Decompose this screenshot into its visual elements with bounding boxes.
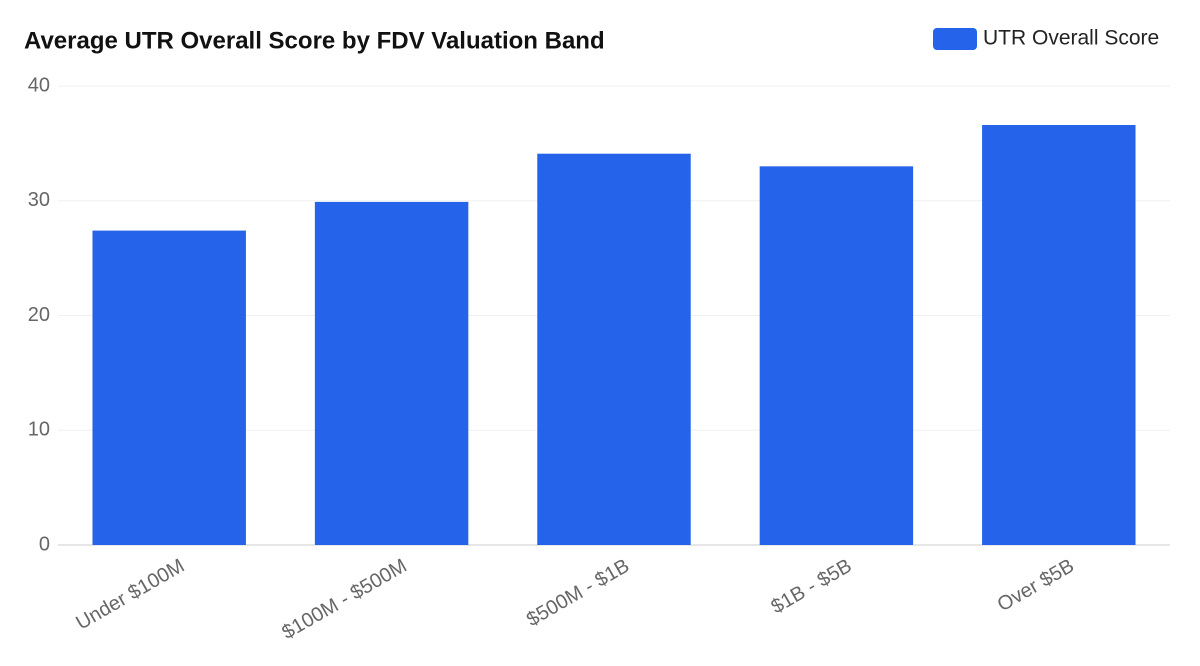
bar [314,201,469,545]
x-tick-label: $500M - $1B [523,555,633,631]
y-tick-label: 40 [28,74,50,96]
bar [982,125,1136,545]
x-tick-label: $100M - $500M [278,555,410,644]
chart-title: Average UTR Overall Score by FDV Valuati… [24,27,605,54]
y-tick-label: 0 [39,533,50,555]
bar [537,153,691,545]
legend-label: UTR Overall Score [983,27,1159,50]
y-tick-label: 30 [28,189,50,211]
x-tick-label: Under $100M [72,555,188,635]
bar [759,166,914,545]
x-tick-label: Over $5B [994,555,1078,616]
y-tick-label: 10 [28,419,50,441]
x-tick-label: $1B - $5B [768,555,856,619]
y-tick-label: 20 [28,304,50,326]
legend-swatch [933,28,977,50]
bar [92,230,246,545]
